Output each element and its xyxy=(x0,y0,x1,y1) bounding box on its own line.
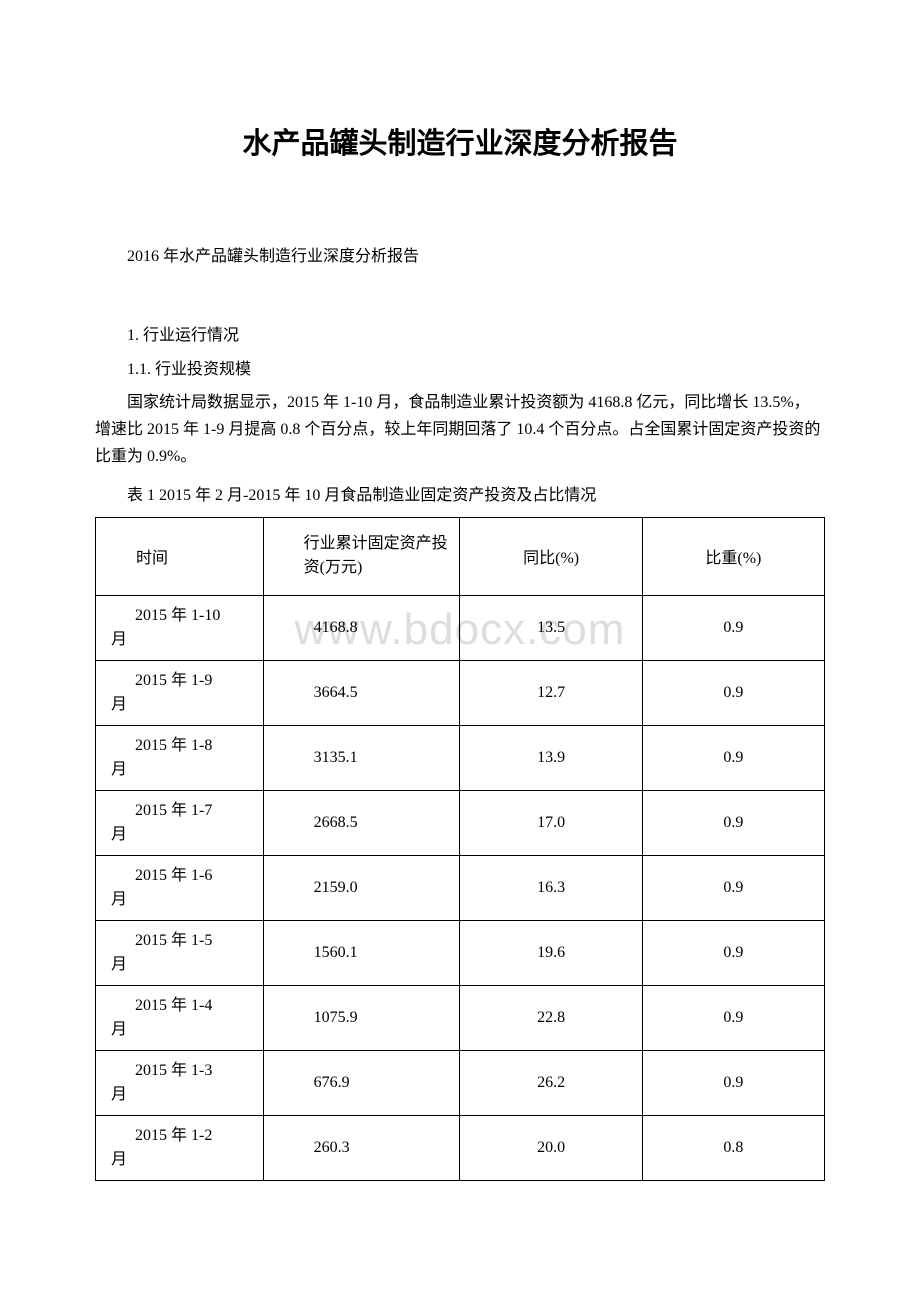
cell-weight: 0.8 xyxy=(642,1115,824,1180)
section-heading: 1. 行业运行情况 xyxy=(95,321,825,345)
table-row: 2015 年 1-9月 3664.5 12.7 0.9 xyxy=(96,660,825,725)
table-header-row: 时间 行业累计固定资产投资(万元) 同比(%) 比重(%) xyxy=(96,517,825,595)
cell-weight: 0.9 xyxy=(642,660,824,725)
cell-invest: 1560.1 xyxy=(263,920,460,985)
cell-invest: 3135.1 xyxy=(263,725,460,790)
cell-yoy: 19.6 xyxy=(460,920,642,985)
cell-yoy: 13.5 xyxy=(460,595,642,660)
investment-table: 时间 行业累计固定资产投资(万元) 同比(%) 比重(%) 2015 年 1-1… xyxy=(95,517,825,1181)
table-row: 2015 年 1-5月 1560.1 19.6 0.9 xyxy=(96,920,825,985)
document-subtitle: 2016 年水产品罐头制造行业深度分析报告 xyxy=(95,242,825,266)
cell-time: 2015 年 1-3月 xyxy=(96,1050,264,1115)
header-yoy: 同比(%) xyxy=(460,517,642,595)
body-paragraph: 国家统计局数据显示，2015 年 1-10 月，食品制造业累计投资额为 4168… xyxy=(95,389,825,471)
cell-weight: 0.9 xyxy=(642,985,824,1050)
header-time: 时间 xyxy=(96,517,264,595)
table-body: 2015 年 1-10月 4168.8 13.5 0.9 2015 年 1-9月… xyxy=(96,595,825,1180)
subsection-heading: 1.1. 行业投资规模 xyxy=(95,355,825,379)
cell-yoy: 17.0 xyxy=(460,790,642,855)
cell-yoy: 13.9 xyxy=(460,725,642,790)
cell-time: 2015 年 1-7月 xyxy=(96,790,264,855)
cell-weight: 0.9 xyxy=(642,725,824,790)
cell-invest: 2668.5 xyxy=(263,790,460,855)
table-row: 2015 年 1-4月 1075.9 22.8 0.9 xyxy=(96,985,825,1050)
cell-invest: 4168.8 xyxy=(263,595,460,660)
cell-weight: 0.9 xyxy=(642,595,824,660)
cell-yoy: 26.2 xyxy=(460,1050,642,1115)
cell-time: 2015 年 1-5月 xyxy=(96,920,264,985)
table-row: 2015 年 1-3月 676.9 26.2 0.9 xyxy=(96,1050,825,1115)
cell-time: 2015 年 1-9月 xyxy=(96,660,264,725)
cell-weight: 0.9 xyxy=(642,855,824,920)
document-title: 水产品罐头制造行业深度分析报告 xyxy=(95,120,825,162)
cell-weight: 0.9 xyxy=(642,920,824,985)
cell-weight: 0.9 xyxy=(642,1050,824,1115)
document-page: 水产品罐头制造行业深度分析报告 2016 年水产品罐头制造行业深度分析报告 1.… xyxy=(0,0,920,1241)
table-row: 2015 年 1-7月 2668.5 17.0 0.9 xyxy=(96,790,825,855)
cell-yoy: 22.8 xyxy=(460,985,642,1050)
cell-time: 2015 年 1-10月 xyxy=(96,595,264,660)
table-row: 2015 年 1-2月 260.3 20.0 0.8 xyxy=(96,1115,825,1180)
table-caption: 表 1 2015 年 2 月-2015 年 10 月食品制造业固定资产投资及占比… xyxy=(95,481,825,505)
cell-yoy: 20.0 xyxy=(460,1115,642,1180)
cell-time: 2015 年 1-4月 xyxy=(96,985,264,1050)
table-row: 2015 年 1-8月 3135.1 13.9 0.9 xyxy=(96,725,825,790)
cell-invest: 2159.0 xyxy=(263,855,460,920)
cell-time: 2015 年 1-2月 xyxy=(96,1115,264,1180)
cell-invest: 1075.9 xyxy=(263,985,460,1050)
header-weight: 比重(%) xyxy=(642,517,824,595)
header-invest: 行业累计固定资产投资(万元) xyxy=(263,517,460,595)
cell-invest: 676.9 xyxy=(263,1050,460,1115)
cell-yoy: 12.7 xyxy=(460,660,642,725)
table-row: 2015 年 1-10月 4168.8 13.5 0.9 xyxy=(96,595,825,660)
cell-time: 2015 年 1-8月 xyxy=(96,725,264,790)
cell-invest: 3664.5 xyxy=(263,660,460,725)
cell-invest: 260.3 xyxy=(263,1115,460,1180)
table-row: 2015 年 1-6月 2159.0 16.3 0.9 xyxy=(96,855,825,920)
cell-time: 2015 年 1-6月 xyxy=(96,855,264,920)
cell-yoy: 16.3 xyxy=(460,855,642,920)
cell-weight: 0.9 xyxy=(642,790,824,855)
